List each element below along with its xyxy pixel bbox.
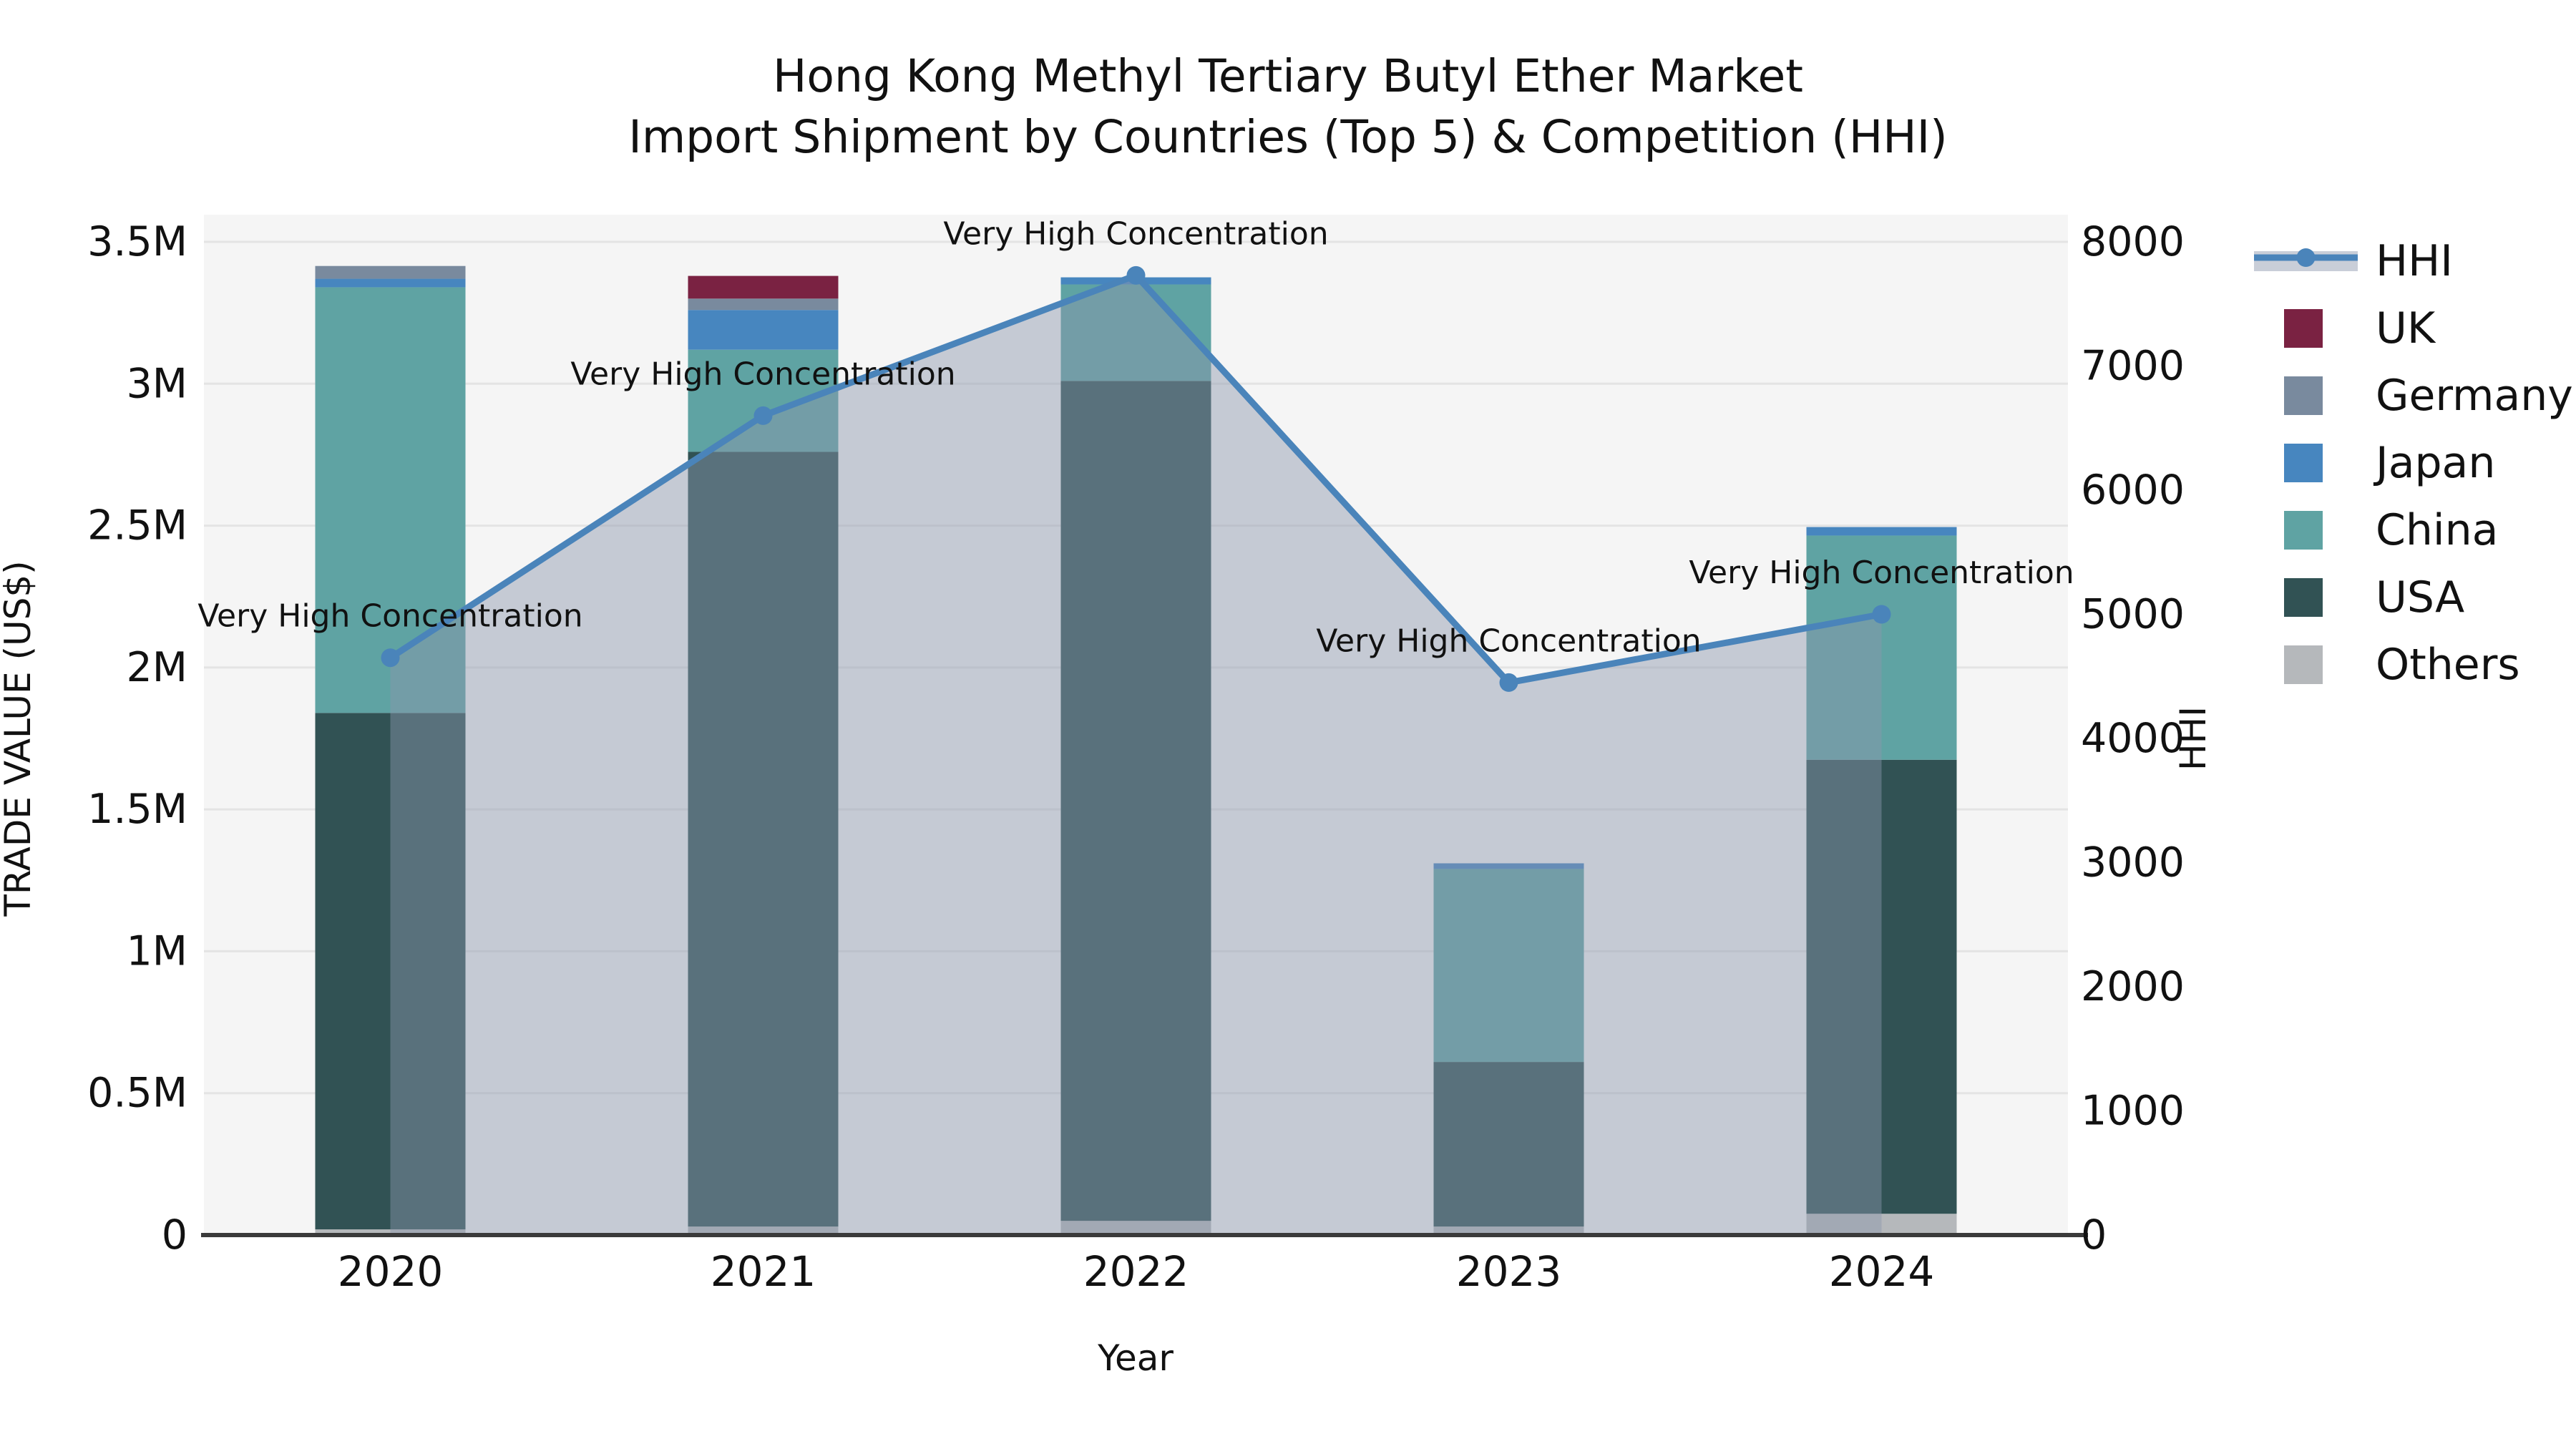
bar-segment-china-2023 (1433, 869, 1584, 1063)
legend-swatch-uk (2284, 309, 2323, 348)
hhi-point-2024 (1872, 605, 1891, 624)
y-right-tick-label: 0 (2081, 1211, 2107, 1259)
y-right-tick-label: 6000 (2081, 467, 2185, 514)
hhi-area-fill (390, 275, 1882, 1236)
bar-segment-germany-2021 (688, 298, 839, 311)
legend-item-others: Others (2284, 640, 2520, 690)
annotation-2023: Very High Concentration (1316, 623, 1701, 659)
bar-segment-japan-2024 (1806, 527, 1957, 536)
y-left-tick-label: 2M (127, 644, 187, 691)
bar-segment-china-2020 (315, 287, 466, 713)
legend-swatch-germany (2284, 376, 2323, 415)
legend-label-japan: Japan (2373, 438, 2495, 488)
bar-segment-japan-2020 (315, 278, 466, 288)
chart-title-line2: Import Shipment by Countries (Top 5) & C… (628, 111, 1948, 163)
y-left-tick-label: 1M (127, 927, 187, 975)
bar-segment-usa-2023 (1433, 1062, 1584, 1227)
bar-segment-japan-2021 (688, 310, 839, 350)
tick-labels-layer: 0 0.5M 1M 1.5M 2M 2.5M 3M 3.5M 0 1000 2000 3000 4000… (87, 218, 2185, 1296)
x-tick-label-2020: 2020 (338, 1247, 444, 1296)
legend-label-usa: USA (2376, 572, 2464, 623)
bars-layer (315, 265, 1957, 1235)
bar-segment-others-2021 (688, 1226, 839, 1235)
bar-segment-usa-2021 (688, 452, 839, 1227)
bar-segment-china-2024 (1806, 535, 1957, 760)
legend-item-usa: USA (2284, 572, 2464, 623)
y-left-tick-label: 3.5M (87, 218, 187, 265)
hhi-point-2022 (1126, 265, 1146, 285)
legend-label-china: China (2376, 505, 2498, 555)
y-left-tick-label: 3M (127, 360, 187, 407)
bar-segment-germany-2020 (315, 265, 466, 279)
annotation-2020: Very High Concentration (197, 598, 582, 635)
y-axis-title-left: TRADE VALUE (US$) (0, 560, 39, 917)
x-tick-label-2022: 2022 (1083, 1247, 1189, 1296)
y-left-tick-label: 2.5M (87, 502, 187, 550)
x-tick-label-2024: 2024 (1829, 1247, 1935, 1296)
legend-item-hhi: HHI (2254, 236, 2453, 286)
x-axis-title: Year (1097, 1337, 1174, 1379)
bar-segment-usa-2022 (1060, 381, 1211, 1221)
legend-layer: HHI UK Germany Japan China USA Others (2254, 236, 2573, 690)
hhi-line-layer (381, 265, 1891, 692)
hhi-area-layer (390, 275, 1882, 1236)
legend-label-hhi: HHI (2376, 236, 2453, 286)
bar-segment-japan-2023 (1433, 863, 1584, 869)
hhi-point-2021 (753, 406, 773, 425)
y-left-tick-label: 1.5M (87, 786, 187, 833)
y-right-tick-label: 4000 (2081, 715, 2185, 762)
legend-label-uk: UK (2376, 303, 2436, 353)
y-right-tick-label: 8000 (2081, 218, 2185, 265)
annotation-2024: Very High Concentration (1689, 555, 2074, 591)
legend-label-germany: Germany (2376, 371, 2573, 421)
hhi-point-2020 (381, 648, 400, 668)
x-tick-label-2021: 2021 (711, 1247, 816, 1296)
x-tick-label-2023: 2023 (1456, 1247, 1562, 1296)
legend-item-germany: Germany (2284, 371, 2573, 421)
legend-swatch-japan (2284, 444, 2323, 482)
bar-segment-others-2024 (1806, 1214, 1957, 1235)
bar-segment-china-2021 (688, 349, 839, 452)
legend-item-japan: Japan (2284, 438, 2495, 488)
legend-item-china: China (2284, 505, 2498, 555)
y-right-tick-label: 5000 (2081, 591, 2185, 638)
y-left-tick-label: 0 (162, 1211, 187, 1259)
legend-hhi-marker-swatch (2296, 248, 2316, 267)
legend-swatch-china (2284, 511, 2323, 550)
y-axis-title-right: HHI (2172, 706, 2214, 771)
y-right-tick-label: 1000 (2081, 1088, 2185, 1135)
bar-segment-others-2023 (1433, 1226, 1584, 1235)
legend-swatch-others (2284, 645, 2323, 684)
y-right-tick-label: 3000 (2081, 839, 2185, 887)
bar-segment-others-2020 (315, 1229, 466, 1235)
annotations-layer: Very High Concentration Very High Concent… (197, 215, 2074, 659)
hhi-point-2023 (1499, 673, 1518, 692)
legend-label-others: Others (2376, 640, 2520, 690)
legend-swatch-usa (2284, 578, 2323, 617)
y-left-tick-label: 0.5M (87, 1070, 187, 1117)
bar-segment-uk-2021 (688, 275, 839, 299)
bar-segment-others-2022 (1060, 1221, 1211, 1235)
y-right-tick-label: 7000 (2081, 343, 2185, 390)
chart-title-line1: Hong Kong Methyl Tertiary Butyl Ether Ma… (773, 50, 1803, 102)
y-right-tick-label: 2000 (2081, 963, 2185, 1010)
legend-item-uk: UK (2284, 303, 2436, 353)
bar-segment-usa-2024 (1806, 759, 1957, 1214)
annotation-2022: Very High Concentration (943, 215, 1328, 252)
annotation-2021: Very High Concentration (570, 356, 955, 392)
bar-segment-usa-2020 (315, 713, 466, 1230)
